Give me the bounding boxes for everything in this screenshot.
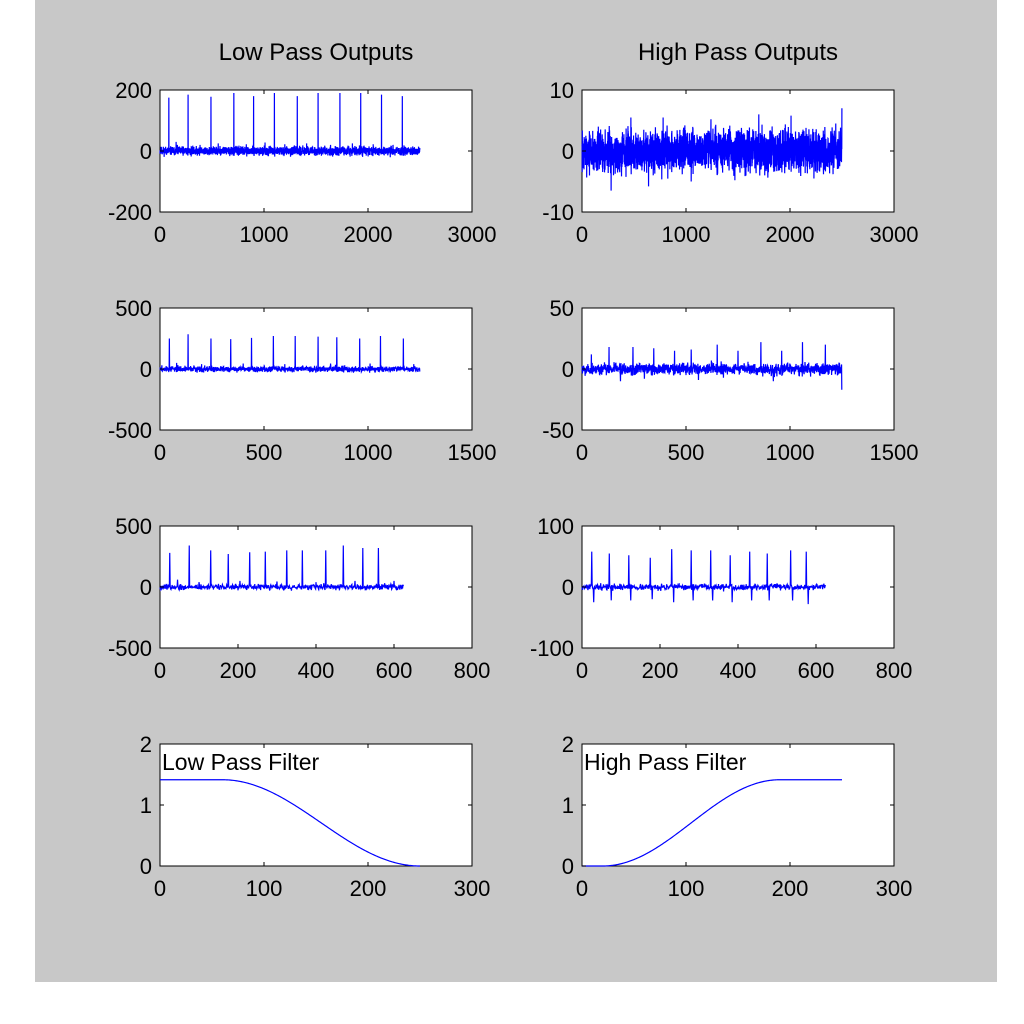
x-tick-label: 2000 [766, 222, 815, 247]
signal-line [160, 779, 421, 867]
x-tick-label: 1000 [662, 222, 711, 247]
x-tick-label: 0 [154, 440, 166, 465]
x-tick-label: 3000 [448, 222, 497, 247]
signal-line [582, 779, 842, 867]
y-tick-label: 0 [140, 575, 152, 600]
y-tick-label: 0 [562, 139, 574, 164]
subplot-lpf: 0 100 200 300 0 1 2 Low Pass Filter [140, 732, 491, 901]
x-tick-label: 1500 [870, 440, 919, 465]
x-tick-label: 1000 [344, 440, 393, 465]
y-tick-label: 500 [115, 514, 152, 539]
y-tick-label: -500 [108, 418, 152, 443]
signal-line [159, 545, 404, 592]
x-tick-label: 800 [454, 658, 491, 683]
x-tick-label: 100 [668, 876, 705, 901]
x-tick-label: 400 [298, 658, 335, 683]
y-tick-label: 0 [562, 575, 574, 600]
x-tick-label: 400 [720, 658, 757, 683]
y-tick-label: 500 [115, 296, 152, 321]
x-tick-label: 3000 [870, 222, 919, 247]
x-tick-label: 100 [246, 876, 283, 901]
x-tick-label: 300 [454, 876, 491, 901]
x-tick-label: 1000 [766, 440, 815, 465]
signal-line [581, 108, 843, 191]
axes-box [581, 743, 895, 867]
signal-line [159, 334, 421, 375]
y-tick-label: -500 [108, 636, 152, 661]
x-tick-label: 200 [350, 876, 387, 901]
y-tick-label: 10 [550, 78, 574, 103]
x-tick-label: 200 [220, 658, 257, 683]
x-tick-label: 2000 [344, 222, 393, 247]
y-tick-label: 2 [140, 732, 152, 757]
y-tick-label: 100 [537, 514, 574, 539]
y-tick-label: -200 [108, 200, 152, 225]
x-tick-label: 0 [154, 876, 166, 901]
signal-line [159, 93, 421, 158]
y-tick-label: -50 [542, 418, 574, 443]
y-tick-label: 200 [115, 78, 152, 103]
figure-window: 0 1000 2000 3000 -200 0 200 Low Pass Outputs 0 10… [35, 0, 997, 982]
x-tick-label: 1000 [240, 222, 289, 247]
x-tick-label: 200 [642, 658, 679, 683]
y-tick-label: -10 [542, 200, 574, 225]
y-tick-label: 0 [562, 357, 574, 382]
x-tick-label: 500 [246, 440, 283, 465]
x-tick-label: 600 [376, 658, 413, 683]
signal-line [581, 342, 843, 390]
x-tick-label: 1500 [448, 440, 497, 465]
y-tick-label: 0 [562, 854, 574, 879]
x-tick-label: 0 [576, 440, 588, 465]
x-tick-label: 500 [668, 440, 705, 465]
x-tick-label: 0 [576, 876, 588, 901]
x-tick-label: 300 [876, 876, 913, 901]
x-tick-label: 0 [576, 222, 588, 247]
x-tick-label: 0 [154, 222, 166, 247]
subplot-title: High Pass Outputs [638, 39, 838, 66]
filter-annotation: Low Pass Filter [162, 749, 320, 775]
signal-line [581, 549, 826, 605]
y-tick-label: -100 [530, 636, 574, 661]
x-tick-label: 0 [576, 658, 588, 683]
subplot-hpf: 0 100 200 300 0 1 2 High Pass Filter [562, 732, 913, 901]
y-tick-label: 50 [550, 296, 574, 321]
y-tick-label: 2 [562, 732, 574, 757]
y-tick-label: 1 [140, 793, 152, 818]
y-tick-label: 0 [140, 357, 152, 382]
x-tick-label: 0 [154, 658, 166, 683]
y-tick-label: 0 [140, 139, 152, 164]
x-tick-label: 800 [876, 658, 913, 683]
x-tick-label: 600 [798, 658, 835, 683]
y-tick-label: 1 [562, 793, 574, 818]
x-tick-label: 200 [772, 876, 809, 901]
y-tick-label: 0 [140, 854, 152, 879]
subplot-title: Low Pass Outputs [219, 39, 414, 66]
filter-annotation: High Pass Filter [584, 749, 747, 775]
